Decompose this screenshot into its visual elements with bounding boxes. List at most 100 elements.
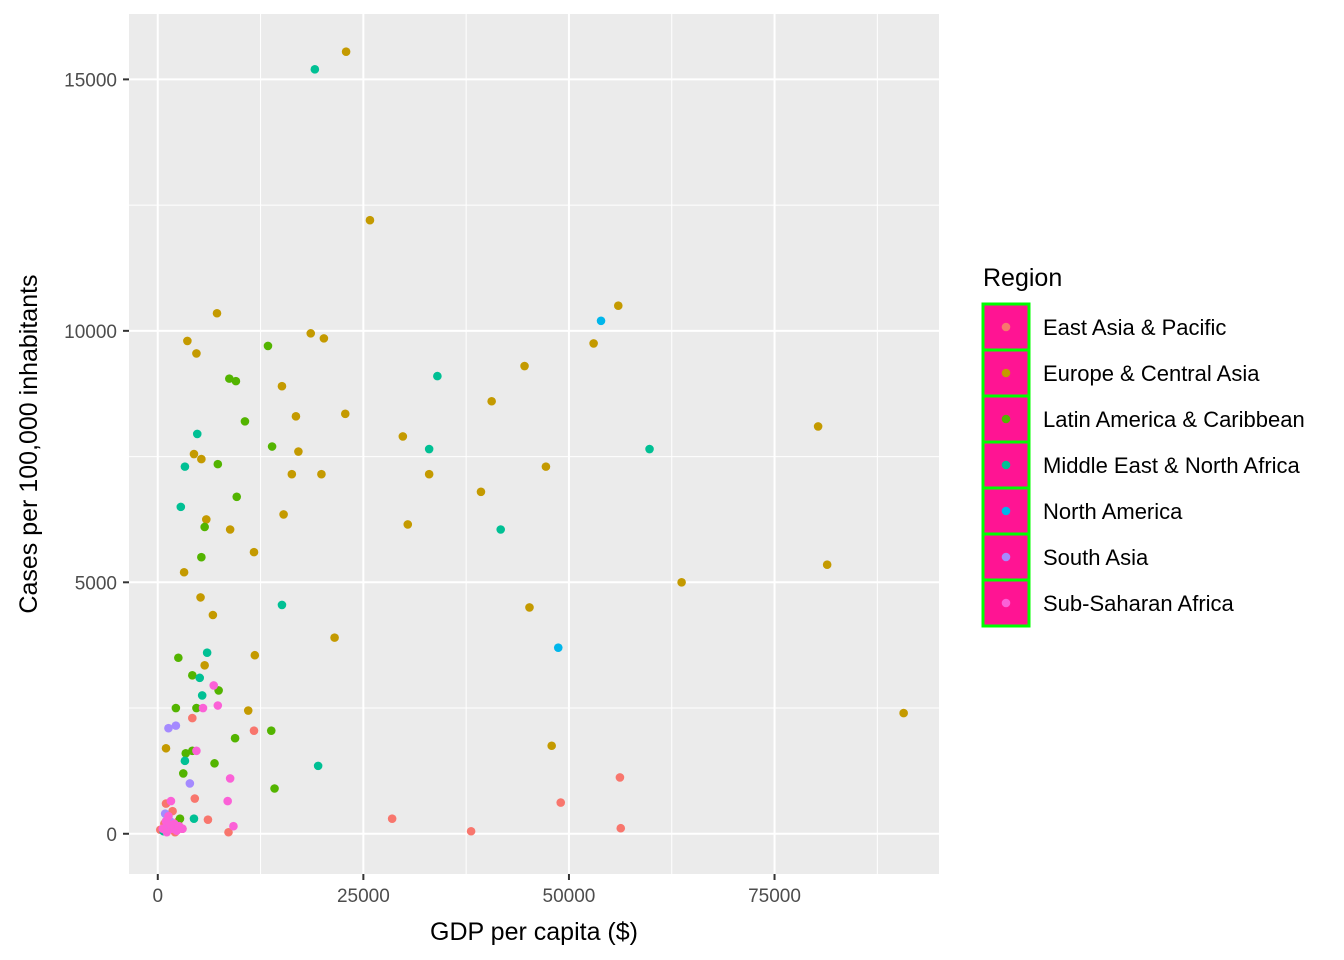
x-tick-label: 50000 <box>543 886 596 907</box>
data-point <box>178 769 188 778</box>
data-point <box>200 522 209 532</box>
data-point <box>197 552 206 562</box>
data-point <box>188 671 197 680</box>
data-point <box>556 798 566 807</box>
data-point <box>192 349 201 358</box>
data-point <box>171 721 181 730</box>
x-tick-label: 75000 <box>748 886 801 907</box>
minor-gridlines <box>129 14 939 874</box>
data-point <box>192 429 202 439</box>
data-point <box>615 773 625 782</box>
data-point <box>250 650 260 660</box>
data-point <box>212 308 222 318</box>
data-point <box>279 510 288 519</box>
legend-label: Middle East & North Africa <box>1043 453 1301 478</box>
data-point <box>267 442 277 451</box>
data-point <box>230 733 240 743</box>
data-point <box>229 821 238 831</box>
data-point <box>225 374 234 383</box>
data-point <box>171 703 181 713</box>
data-point <box>200 660 209 670</box>
data-point <box>310 65 320 74</box>
data-point <box>213 459 223 469</box>
data-point <box>174 653 183 663</box>
data-point <box>266 726 276 735</box>
legend-title: Region <box>983 264 1062 292</box>
data-point <box>287 469 297 479</box>
data-point <box>166 796 176 806</box>
legend-label: Latin America & Caribbean <box>1043 407 1305 432</box>
legend-marker <box>1001 322 1011 332</box>
data-point <box>525 603 534 612</box>
data-point <box>208 610 218 620</box>
data-point <box>520 361 529 371</box>
data-point <box>210 759 219 768</box>
legend-marker <box>1001 506 1011 516</box>
data-point <box>195 673 205 683</box>
legend-marker <box>1001 368 1011 378</box>
data-point <box>180 462 190 471</box>
data-point <box>466 826 476 836</box>
legend-marker <box>1001 414 1011 424</box>
data-point <box>813 422 823 431</box>
data-point <box>180 756 190 766</box>
legend-label: Sub-Saharan Africa <box>1043 591 1235 616</box>
x-axis-ticks: 0 25000 50000 75000 <box>152 874 801 907</box>
legend-label: East Asia & Pacific <box>1043 315 1226 340</box>
data-point <box>677 578 686 587</box>
major-gridlines <box>129 14 939 874</box>
data-point <box>319 334 329 343</box>
data-point <box>202 648 212 658</box>
data-point <box>387 814 397 823</box>
data-point <box>224 827 233 837</box>
data-point <box>164 723 173 733</box>
data-point <box>899 708 908 718</box>
legend-key <box>981 348 1031 398</box>
data-points <box>155 47 908 837</box>
data-point <box>487 396 496 406</box>
legend: Region East Asia & Pacific Europe & Centr… <box>981 264 1305 628</box>
x-tick-label: 25000 <box>337 886 390 907</box>
data-point <box>243 706 253 715</box>
data-point <box>277 600 287 610</box>
data-point <box>179 567 189 577</box>
data-point <box>403 520 413 529</box>
data-point <box>223 796 232 806</box>
data-point <box>231 376 241 386</box>
legend-marker <box>1001 460 1011 470</box>
data-point <box>178 824 187 834</box>
data-point <box>553 643 563 652</box>
x-tick-label: 0 <box>152 886 163 907</box>
data-point <box>330 633 339 642</box>
data-point <box>189 814 199 823</box>
data-point <box>613 301 623 310</box>
legend-label: South Asia <box>1043 545 1149 570</box>
data-point <box>433 371 442 381</box>
data-point <box>306 329 316 338</box>
data-point <box>181 748 191 758</box>
y-tick-label: 10000 <box>64 322 117 343</box>
data-point <box>249 547 259 557</box>
data-point <box>213 701 223 710</box>
y-tick-label: 5000 <box>75 573 117 594</box>
data-point <box>341 47 351 57</box>
data-point <box>263 341 273 351</box>
data-point <box>589 339 598 348</box>
data-point <box>225 774 235 783</box>
data-point <box>175 814 185 823</box>
data-point <box>340 409 350 419</box>
data-point <box>165 820 175 830</box>
data-point <box>197 691 207 700</box>
data-point <box>294 447 303 456</box>
data-point <box>596 316 606 326</box>
legend-label: North America <box>1043 499 1183 524</box>
data-point <box>822 560 832 570</box>
data-point <box>291 412 301 421</box>
data-point <box>188 713 197 723</box>
legend-marker <box>1001 598 1011 608</box>
data-point <box>190 794 200 803</box>
data-point <box>398 432 408 441</box>
data-point <box>201 515 211 524</box>
data-point <box>176 502 186 512</box>
